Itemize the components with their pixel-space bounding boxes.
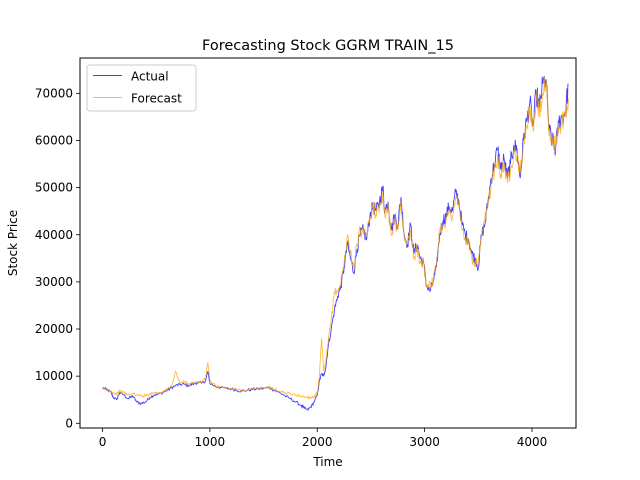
x-tick-label: 2000	[302, 435, 333, 449]
y-tick-label: 10000	[35, 369, 73, 383]
x-tick-label: 1000	[195, 435, 226, 449]
x-axis: 0 1000 2000 3000 4000	[99, 428, 548, 449]
legend-label-actual: Actual	[131, 70, 169, 84]
x-tick-label: 3000	[409, 435, 440, 449]
series-line-forecast	[102, 77, 569, 400]
chart-title: Forecasting Stock GGRM TRAIN_15	[202, 38, 454, 54]
y-tick-label: 70000	[35, 86, 73, 100]
legend-box	[86, 64, 197, 112]
y-axis-label: Stock Price	[6, 210, 20, 276]
series-layer	[102, 76, 569, 411]
y-axis: 0 10000 20000 30000 40000 50000 60000 70000	[35, 86, 80, 430]
x-axis-label: Time	[312, 455, 342, 469]
y-tick-label: 20000	[35, 322, 73, 336]
legend-label-forecast: Forecast	[131, 92, 182, 106]
x-tick-label: 0	[99, 435, 107, 449]
x-tick-label: 4000	[517, 435, 548, 449]
y-tick-label: 60000	[35, 133, 73, 147]
y-tick-label: 50000	[35, 181, 73, 195]
y-tick-label: 30000	[35, 275, 73, 289]
y-tick-label: 40000	[35, 228, 73, 242]
plot-frame	[79, 57, 577, 429]
y-tick-label: 0	[65, 416, 73, 430]
legend: Actual Forecast	[86, 64, 197, 112]
